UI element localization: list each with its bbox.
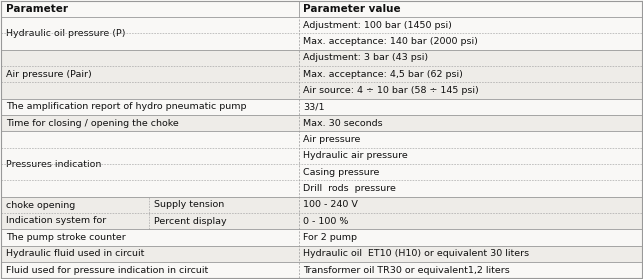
Bar [1,246,299,262]
Bar [1,197,149,229]
Bar [299,164,642,180]
Text: Transformer oil TR30 or equivalent1,2 liters: Transformer oil TR30 or equivalent1,2 li… [303,266,511,275]
Bar [299,229,642,246]
Text: 33/1: 33/1 [303,102,325,111]
Text: 0 - 100 %: 0 - 100 % [303,217,349,226]
Bar [299,197,642,213]
Bar [299,66,642,82]
Text: Parameter value: Parameter value [303,4,401,14]
Bar [1,229,299,246]
Text: Hydraulic oil pressure (P): Hydraulic oil pressure (P) [6,29,125,38]
Text: Pressures indication: Pressures indication [6,160,101,169]
Text: Supply tension: Supply tension [154,200,224,209]
Text: Fluid used for pressure indication in circuit: Fluid used for pressure indication in ci… [6,266,208,275]
Bar [299,17,642,33]
Bar [1,262,299,278]
Text: For 2 pump: For 2 pump [303,233,358,242]
Text: Time for closing / opening the choke: Time for closing / opening the choke [6,119,179,128]
Bar [299,131,642,148]
Text: Air pressure (Pair): Air pressure (Pair) [6,70,91,79]
Text: Hydraulic air pressure: Hydraulic air pressure [303,151,408,160]
Text: Adjustment: 3 bar (43 psi): Adjustment: 3 bar (43 psi) [303,53,429,62]
Bar [149,197,299,213]
Bar [1,17,299,50]
Bar [1,1,299,17]
Bar [299,99,642,115]
Bar [149,213,299,229]
Text: Hydraulic oil  ET10 (H10) or equivalent 30 liters: Hydraulic oil ET10 (H10) or equivalent 3… [303,249,530,258]
Bar [1,99,299,115]
Bar [1,115,299,131]
Text: 100 - 240 V: 100 - 240 V [303,200,358,209]
Bar [299,148,642,164]
Bar [1,50,299,99]
Bar [299,180,642,197]
Bar [299,1,642,17]
Bar [1,131,299,197]
Text: Max. acceptance: 4,5 bar (62 psi): Max. acceptance: 4,5 bar (62 psi) [303,70,464,79]
Text: Max. acceptance: 140 bar (2000 psi): Max. acceptance: 140 bar (2000 psi) [303,37,478,46]
Bar [299,50,642,66]
Text: The amplification report of hydro pneumatic pump: The amplification report of hydro pneuma… [6,102,246,111]
Text: Percent display: Percent display [154,217,226,226]
Text: Indication system for: Indication system for [6,216,106,225]
Text: choke opening: choke opening [6,201,75,210]
Text: Air pressure: Air pressure [303,135,361,144]
Text: Casing pressure: Casing pressure [303,168,380,177]
Text: Adjustment: 100 bar (1450 psi): Adjustment: 100 bar (1450 psi) [303,21,453,30]
Bar [299,262,642,278]
Text: Drill  rods  pressure: Drill rods pressure [303,184,396,193]
Text: Parameter: Parameter [6,4,68,14]
Text: Air source: 4 ÷ 10 bar (58 ÷ 145 psi): Air source: 4 ÷ 10 bar (58 ÷ 145 psi) [303,86,479,95]
Bar [299,246,642,262]
Bar [299,213,642,229]
Text: Hydraulic fluid used in circuit: Hydraulic fluid used in circuit [6,249,144,258]
Text: The pump stroke counter: The pump stroke counter [6,233,125,242]
Bar [299,82,642,99]
Text: Max. 30 seconds: Max. 30 seconds [303,119,383,128]
Bar [299,33,642,50]
Bar [299,115,642,131]
